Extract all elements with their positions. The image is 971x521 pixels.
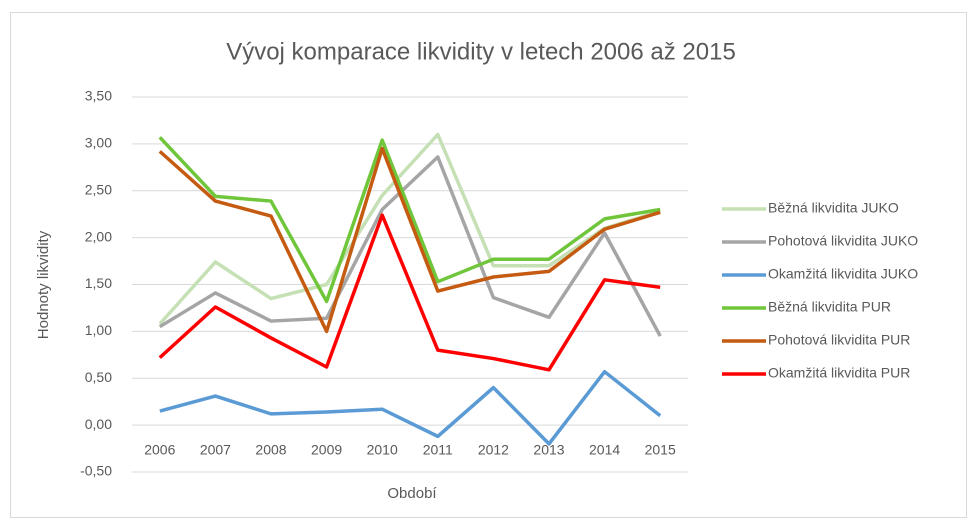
y-tick-label: -0,50 [80, 463, 112, 479]
x-tick-label: 2006 [144, 442, 175, 458]
y-tick-label: 1,50 [85, 275, 112, 291]
x-tick-label: 2013 [533, 442, 564, 458]
y-tick-label: 0,50 [85, 369, 112, 385]
chart-title: Vývoj komparace likvidity v letech 2006 … [226, 38, 736, 65]
series-line [158, 132, 661, 326]
x-tick-label: 2015 [645, 442, 676, 458]
x-tick-label: 2012 [478, 442, 509, 458]
y-tick-label: 2,00 [85, 228, 112, 244]
x-tick-label: 2009 [311, 442, 342, 458]
legend-label: Okamžitá likvidita PUR [768, 365, 910, 381]
series-line [158, 136, 661, 304]
legend-label: Běžná likvidita PUR [768, 299, 891, 315]
legend-label: Běžná likvidita JUKO [768, 200, 899, 216]
x-axis-label: Období [387, 485, 437, 502]
series-line [158, 213, 661, 372]
y-tick-label: 3,00 [85, 135, 112, 151]
y-tick-label: 0,00 [85, 416, 112, 432]
legend-label: Pohotová likvidita PUR [768, 332, 910, 348]
y-axis-label: Hodnoty likvidity [35, 230, 52, 339]
y-tick-label: 3,50 [85, 88, 112, 104]
series-line [159, 369, 662, 446]
x-tick-label: 2011 [423, 442, 453, 458]
x-tick-label: 2008 [255, 442, 286, 458]
series-line [158, 146, 661, 334]
x-tick-label: 2010 [367, 442, 398, 458]
x-tick-label: 2014 [589, 442, 620, 458]
y-tick-label: 1,00 [85, 322, 112, 338]
legend-label: Pohotová likvidita JUKO [768, 233, 918, 249]
y-tick-label: 2,50 [85, 181, 112, 197]
x-tick-label: 2007 [200, 442, 231, 458]
series-line [158, 155, 662, 337]
legend-label: Okamžitá likvidita JUKO [768, 266, 918, 282]
